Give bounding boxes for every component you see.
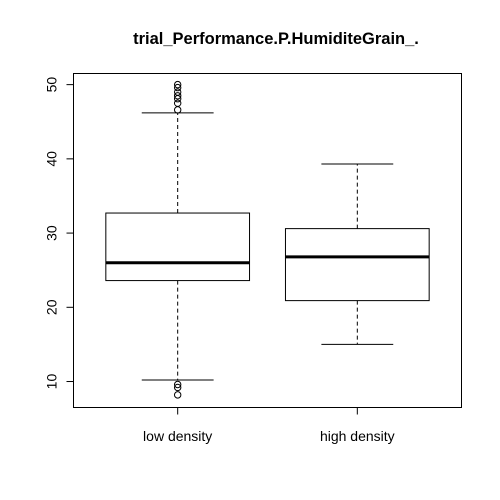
y-tick-label: 10	[44, 374, 60, 390]
outlier-point	[173, 80, 182, 89]
boxes-layer	[105, 80, 430, 399]
box-group	[105, 80, 251, 399]
chart-title: trial_Performance.P.HumiditeGrain_.	[133, 30, 419, 48]
y-tick-label: 40	[44, 151, 60, 167]
x-tick-label: low density	[143, 428, 212, 444]
outlier-point	[173, 391, 182, 399]
outlier-point	[173, 99, 182, 107]
box-group	[284, 163, 430, 345]
box-iqr	[105, 212, 251, 282]
y-tick-label: 30	[44, 225, 60, 241]
y-tick-label: 20	[44, 299, 60, 315]
outlier-point	[173, 83, 182, 92]
x-tick-label: high density	[320, 428, 395, 444]
y-tick-label: 50	[44, 77, 60, 93]
y-axis: 10 20 30 40 50	[44, 77, 74, 390]
x-axis: low density high density	[143, 407, 395, 444]
outlier-point	[173, 106, 182, 114]
outlier-point	[173, 383, 182, 392]
outlier-point	[173, 92, 182, 100]
outlier-point	[173, 88, 182, 96]
box-iqr	[284, 228, 430, 302]
outlier-point	[173, 380, 182, 389]
